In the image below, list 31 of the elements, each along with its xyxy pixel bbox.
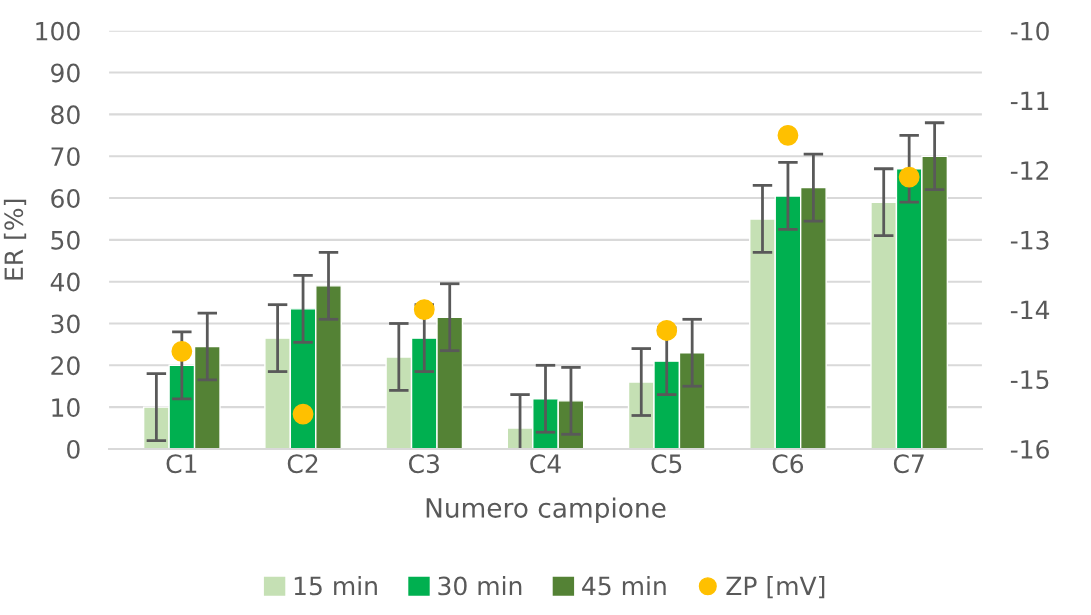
x-axis-title: Numero campione [426,497,666,523]
y-tick-label: 60 [51,188,80,208]
y2-tick-label: -10 [1010,21,1049,41]
x-tick-label: C7 [893,454,924,474]
y2-tick-label: -16 [1010,439,1049,459]
x-tick-label: C1 [166,454,197,474]
y-tick-label: 80 [51,105,80,125]
y-tick-label: 0 [67,439,80,459]
legend-label: 30 min [438,576,522,596]
legend-label: ZP [mV] [726,576,825,599]
legend-label: 15 min [294,576,377,596]
y2-tick-label: -15 [1010,370,1049,390]
y2-tick-label: -14 [1010,300,1050,320]
y2-tick-label: -13 [1010,230,1049,250]
y-tick-label: 90 [51,63,80,83]
y-tick-label: 30 [51,314,80,334]
y-tick-label: 100 [36,21,80,41]
y-tick-label: 40 [50,272,80,292]
x-tick-label: C2 [287,454,318,474]
y2-tick-label: -12 [1010,161,1049,180]
y-axis-title: ER [%] [3,199,27,280]
x-tick-label: C6 [772,454,804,474]
y-tick-label: 10 [52,398,80,417]
x-tick-label: C4 [530,454,561,474]
y-tick-label: 50 [51,230,80,250]
legend-label: 45 min [582,576,666,596]
y2-tick-label: -11 [1010,91,1049,110]
x-tick-label: C3 [409,454,439,474]
y-tick-label: 70 [51,147,80,167]
x-tick-label: C5 [651,454,682,474]
y-tick-label: 20 [51,356,80,376]
